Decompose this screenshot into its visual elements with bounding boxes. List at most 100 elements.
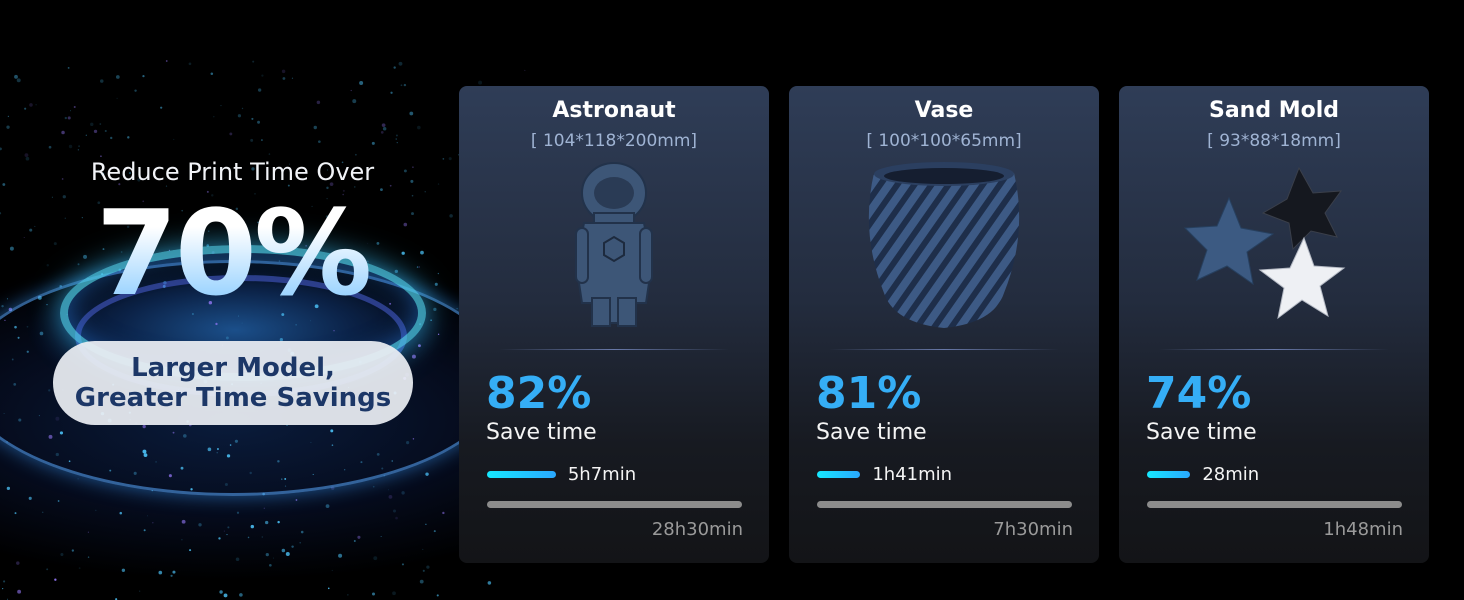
particle: [268, 153, 271, 155]
particle: [281, 69, 286, 74]
star-molds: [1183, 166, 1346, 320]
old-time: 1h48min: [1323, 519, 1403, 540]
hero-pill: Larger Model, Greater Time Savings: [53, 341, 413, 425]
particle: [318, 140, 321, 143]
particle: [264, 520, 269, 525]
particle: [2, 588, 4, 590]
particle: [449, 214, 453, 218]
particle: [346, 250, 349, 253]
particle: [401, 251, 405, 255]
particle: [53, 242, 57, 246]
particle: [6, 125, 10, 129]
particle: [181, 519, 186, 524]
particle: [34, 225, 36, 227]
particle: [382, 126, 387, 131]
particle: [181, 209, 183, 212]
particle: [24, 107, 27, 110]
particle: [326, 197, 328, 200]
particle: [78, 567, 81, 570]
particle: [146, 232, 149, 235]
particle: [28, 496, 32, 500]
particle: [426, 565, 430, 569]
particle: [95, 509, 97, 512]
card-title: Vase: [914, 98, 974, 123]
particle: [257, 120, 261, 124]
particle: [422, 548, 424, 550]
particle: [139, 590, 141, 592]
particle: [16, 561, 20, 565]
particle: [0, 147, 2, 151]
particle: [305, 244, 308, 247]
particle: [418, 266, 421, 268]
particle: [277, 167, 280, 169]
particle: [48, 145, 52, 149]
particle: [116, 97, 118, 100]
particle: [207, 219, 211, 222]
particle: [252, 60, 255, 63]
particle: [403, 222, 408, 227]
particle: [29, 103, 33, 107]
particle: [352, 99, 357, 104]
particle: [282, 77, 286, 80]
particle: [70, 110, 72, 112]
particle: [16, 78, 21, 83]
particle: [269, 563, 272, 567]
particle: [100, 79, 104, 83]
particle: [57, 500, 60, 502]
particle: [100, 155, 102, 158]
save-label: Save time: [486, 420, 597, 445]
particle: [380, 536, 382, 537]
particle: [158, 570, 163, 575]
old-time-bar: [817, 501, 1072, 508]
particle: [85, 134, 87, 136]
particle: [442, 511, 445, 515]
particle: [393, 509, 397, 513]
card-title: Sand Mold: [1208, 98, 1340, 123]
particle: [403, 169, 407, 173]
particle: [425, 523, 427, 525]
particle: [14, 74, 18, 79]
particle: [265, 553, 269, 557]
particle: [6, 486, 11, 490]
divider: [1159, 349, 1389, 350]
particle: [338, 553, 343, 558]
particle: [371, 141, 375, 145]
old-time-bar: [1147, 501, 1402, 508]
particle: [299, 542, 301, 544]
particle: [327, 587, 330, 590]
divider: [499, 349, 729, 350]
particle: [227, 526, 230, 529]
particle: [326, 169, 329, 171]
particle: [165, 60, 168, 62]
particle: [487, 581, 492, 585]
hero-subtitle: Reduce Print Time Over: [90, 158, 375, 186]
particle: [90, 122, 94, 127]
particle: [411, 194, 414, 197]
particle: [25, 156, 30, 161]
particle: [17, 589, 22, 594]
particle: [81, 217, 83, 219]
particle: [235, 557, 240, 562]
particle: [1, 304, 4, 308]
particle: [325, 215, 329, 218]
particle: [434, 282, 438, 286]
particle: [326, 186, 329, 190]
particle: [261, 74, 264, 77]
particle: [188, 62, 192, 66]
particle: [226, 534, 228, 536]
particle: [42, 511, 44, 513]
particle: [0, 212, 2, 215]
particle: [7, 115, 10, 118]
particle: [6, 298, 8, 300]
particle: [353, 540, 356, 542]
particle: [287, 184, 290, 187]
particle: [210, 72, 214, 76]
particle: [395, 516, 398, 520]
hero-headline: 70%: [0, 188, 465, 318]
save-label: Save time: [816, 420, 927, 445]
particle: [401, 491, 405, 495]
card-dimensions: [ 104*118*200mm]: [530, 131, 698, 151]
particle: [410, 179, 414, 183]
particle: [62, 195, 66, 199]
particle: [54, 578, 57, 581]
